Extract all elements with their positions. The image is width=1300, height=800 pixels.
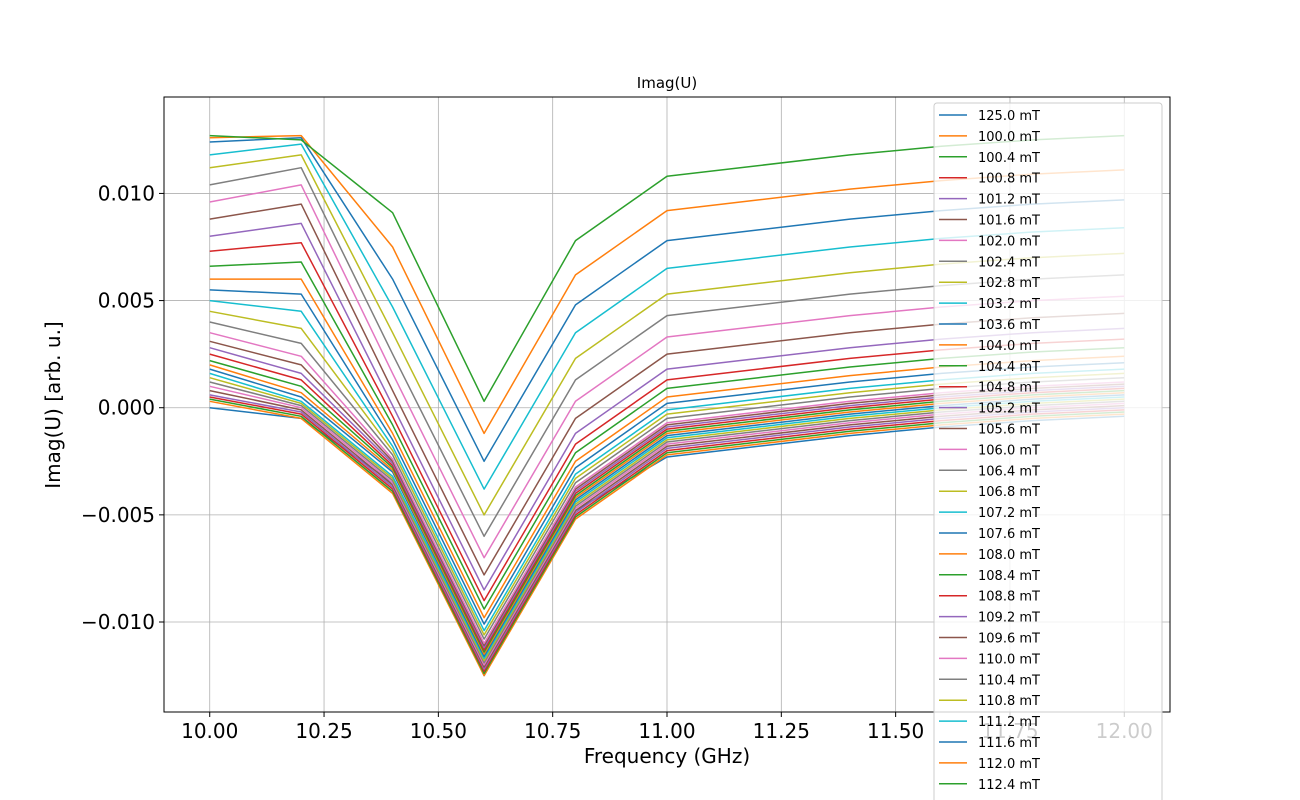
legend-entry: 103.2 mT [978,297,1040,312]
legend-entry: 103.6 mT [978,318,1040,333]
legend-entry: 109.2 mT [978,611,1040,626]
legend-entry: 104.4 mT [978,360,1040,375]
legend-entry: 104.8 mT [978,381,1040,396]
legend-entry: 100.0 mT [978,130,1040,145]
legend-entry: 100.8 mT [978,172,1040,187]
y-axis-label: Imag(U) [arb. u.] [41,321,65,488]
x-axis-label: Frequency (GHz) [584,744,750,768]
legend-entry: 111.2 mT [978,715,1040,730]
legend-entry: 104.0 mT [978,339,1040,354]
legend-entry: 112.0 mT [978,757,1040,772]
x-tick-label: 10.75 [524,719,581,743]
legend-entry: 102.0 mT [978,234,1040,249]
legend-entry: 105.2 mT [978,402,1040,417]
legend-entry: 102.8 mT [978,276,1040,291]
legend-entry: 111.6 mT [978,736,1040,751]
x-tick-label: 11.00 [638,719,695,743]
legend: 125.0 mT 100.0 mT 100.4 mT 100.8 mT 101.2 mT… [933,102,1163,800]
x-tick-label: 10.00 [181,719,238,743]
legend-entry: 108.4 mT [978,569,1040,584]
legend-entry: 101.2 mT [978,193,1040,208]
legend-entry: 100.4 mT [978,151,1040,166]
legend-entry: 106.8 mT [978,485,1040,500]
legend-entry: 125.0 mT [978,109,1040,124]
y-tick-label: 0.005 [98,289,155,313]
x-tick-label: 11.50 [867,719,924,743]
y-tick-label: −0.005 [81,503,155,527]
legend-entry: 110.8 mT [978,694,1040,709]
x-tick-label: 10.25 [295,719,352,743]
x-tick-label: 10.50 [410,719,467,743]
y-tick-label: 0.000 [98,396,155,420]
legend-entry: 101.6 mT [978,214,1040,229]
legend-box [933,102,1163,800]
chart-title: Imag(U) [637,74,697,92]
legend-entry: 105.6 mT [978,423,1040,438]
legend-entry: 108.8 mT [978,590,1040,605]
legend-entry: 110.0 mT [978,652,1040,667]
legend-entry: 107.6 mT [978,527,1040,542]
legend-entry: 110.4 mT [978,673,1040,688]
legend-entry: 109.6 mT [978,632,1040,647]
y-axis: −0.010 −0.005 0.000 0.005 0.010 [81,181,164,634]
legend-entry: 106.4 mT [978,464,1040,479]
y-tick-label: 0.010 [98,181,155,205]
legend-entry: 108.0 mT [978,548,1040,563]
legend-entry: 107.2 mT [978,506,1040,521]
legend-entry: 106.0 mT [978,443,1040,458]
legend-entry: 112.4 mT [978,778,1040,793]
y-tick-label: −0.010 [81,610,155,634]
legend-entry: 102.4 mT [978,255,1040,270]
x-tick-label: 11.25 [753,719,810,743]
